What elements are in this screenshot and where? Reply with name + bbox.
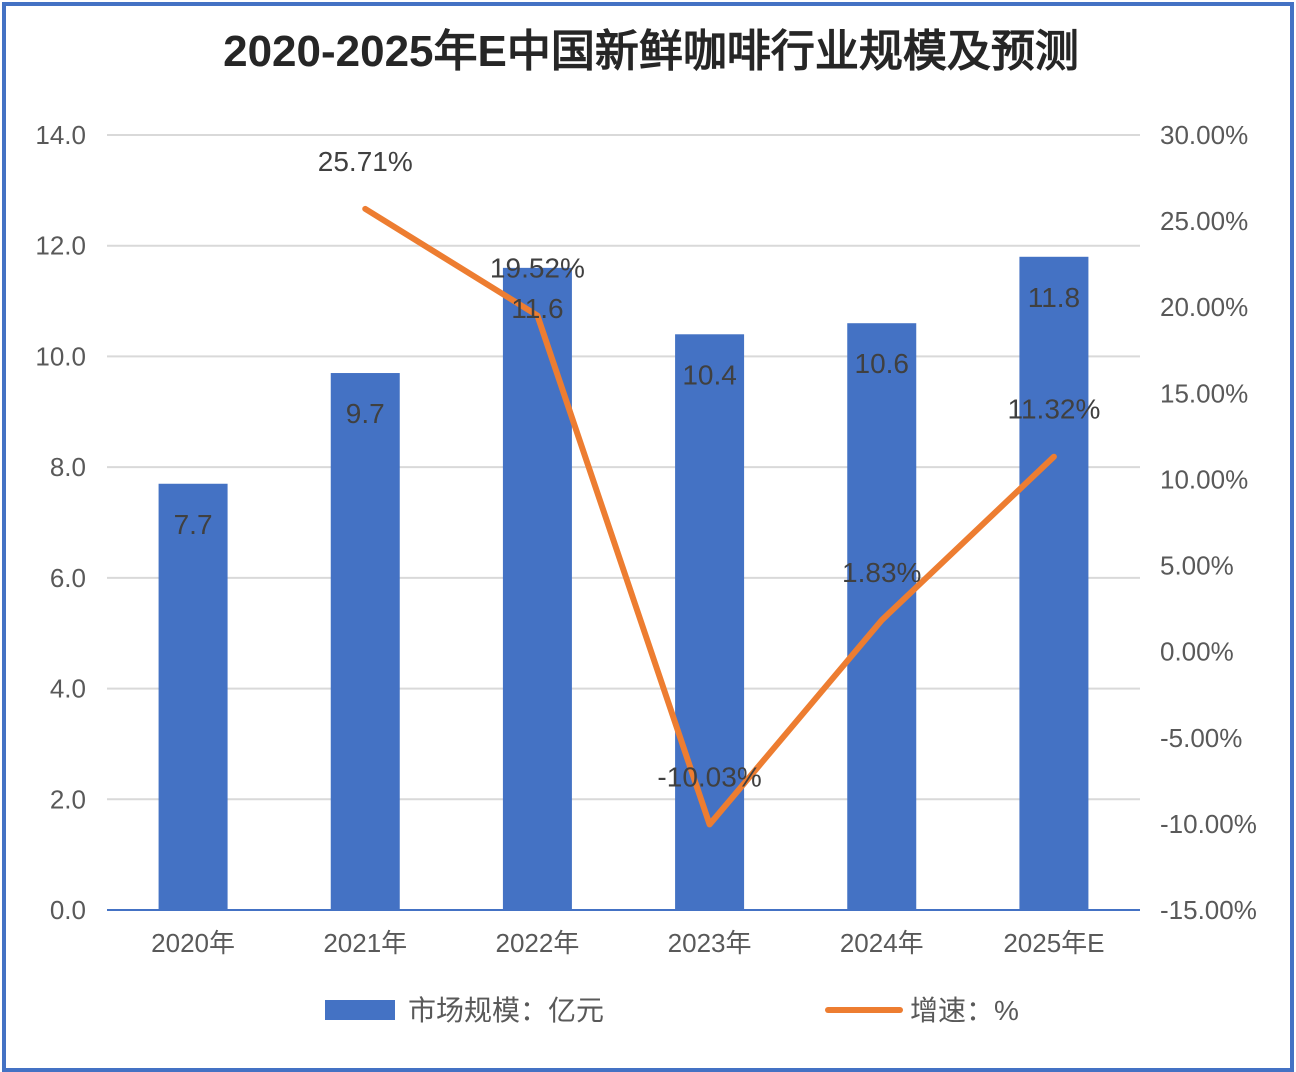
right-tick-label: 15.00%: [1160, 378, 1248, 408]
x-tick-label: 2023年: [668, 928, 752, 958]
left-tick-label: 10.0: [35, 341, 86, 371]
right-tick-label: -10.00%: [1160, 809, 1257, 839]
bar: [502, 267, 572, 910]
x-tick-label: 2020年: [151, 928, 235, 958]
bar-data-label: 11.6: [511, 293, 563, 324]
left-tick-label: 6.0: [50, 563, 86, 593]
left-tick-label: 14.0: [35, 120, 86, 150]
bar: [1019, 256, 1089, 910]
right-tick-label: -15.00%: [1160, 895, 1257, 925]
bar: [675, 334, 745, 910]
line-data-label: 11.32%: [1007, 394, 1100, 425]
bar-data-label: 7.7: [174, 509, 213, 540]
bar-data-label: 10.6: [855, 348, 910, 379]
right-tick-label: 30.00%: [1160, 120, 1248, 150]
line-data-label: 25.71%: [318, 146, 413, 177]
line-data-label: 1.83%: [842, 557, 921, 588]
bar-data-label: 11.8: [1028, 282, 1080, 313]
x-tick-label: 2021年: [323, 928, 407, 958]
bar-data-label: 9.7: [346, 398, 385, 429]
right-tick-label: 0.00%: [1160, 637, 1234, 667]
line-data-label: -10.03%: [657, 761, 761, 792]
growth-line: [362, 205, 1057, 828]
right-tick-label: 25.00%: [1160, 206, 1248, 236]
line-data-label: 19.52%: [490, 252, 585, 283]
bar: [158, 483, 228, 910]
right-tick-label: 5.00%: [1160, 551, 1234, 581]
x-tick-label: 2024年: [840, 928, 924, 958]
bar-data-label: 10.4: [682, 359, 737, 390]
right-tick-label: 20.00%: [1160, 292, 1248, 322]
bar: [330, 373, 400, 910]
left-tick-label: 2.0: [50, 784, 86, 814]
left-tick-label: 8.0: [50, 452, 86, 482]
left-tick-label: 0.0: [50, 895, 86, 925]
right-tick-label: 10.00%: [1160, 464, 1248, 494]
legend-line-label: 增速：%: [910, 995, 1019, 1026]
x-tick-label: 2022年: [495, 928, 579, 958]
x-tick-label: 2025年E: [1003, 928, 1104, 958]
left-tick-label: 12.0: [35, 231, 86, 261]
legend-bar-label: 市场规模：亿元: [408, 995, 604, 1026]
legend: 市场规模：亿元 增速：%: [325, 995, 1019, 1026]
right-tick-label: -5.00%: [1160, 723, 1242, 753]
chart-title: 2020-2025年E中国新鲜咖啡行业规模及预测: [223, 27, 1079, 76]
left-tick-label: 4.0: [50, 674, 86, 704]
legend-bar-swatch: [325, 1000, 395, 1020]
